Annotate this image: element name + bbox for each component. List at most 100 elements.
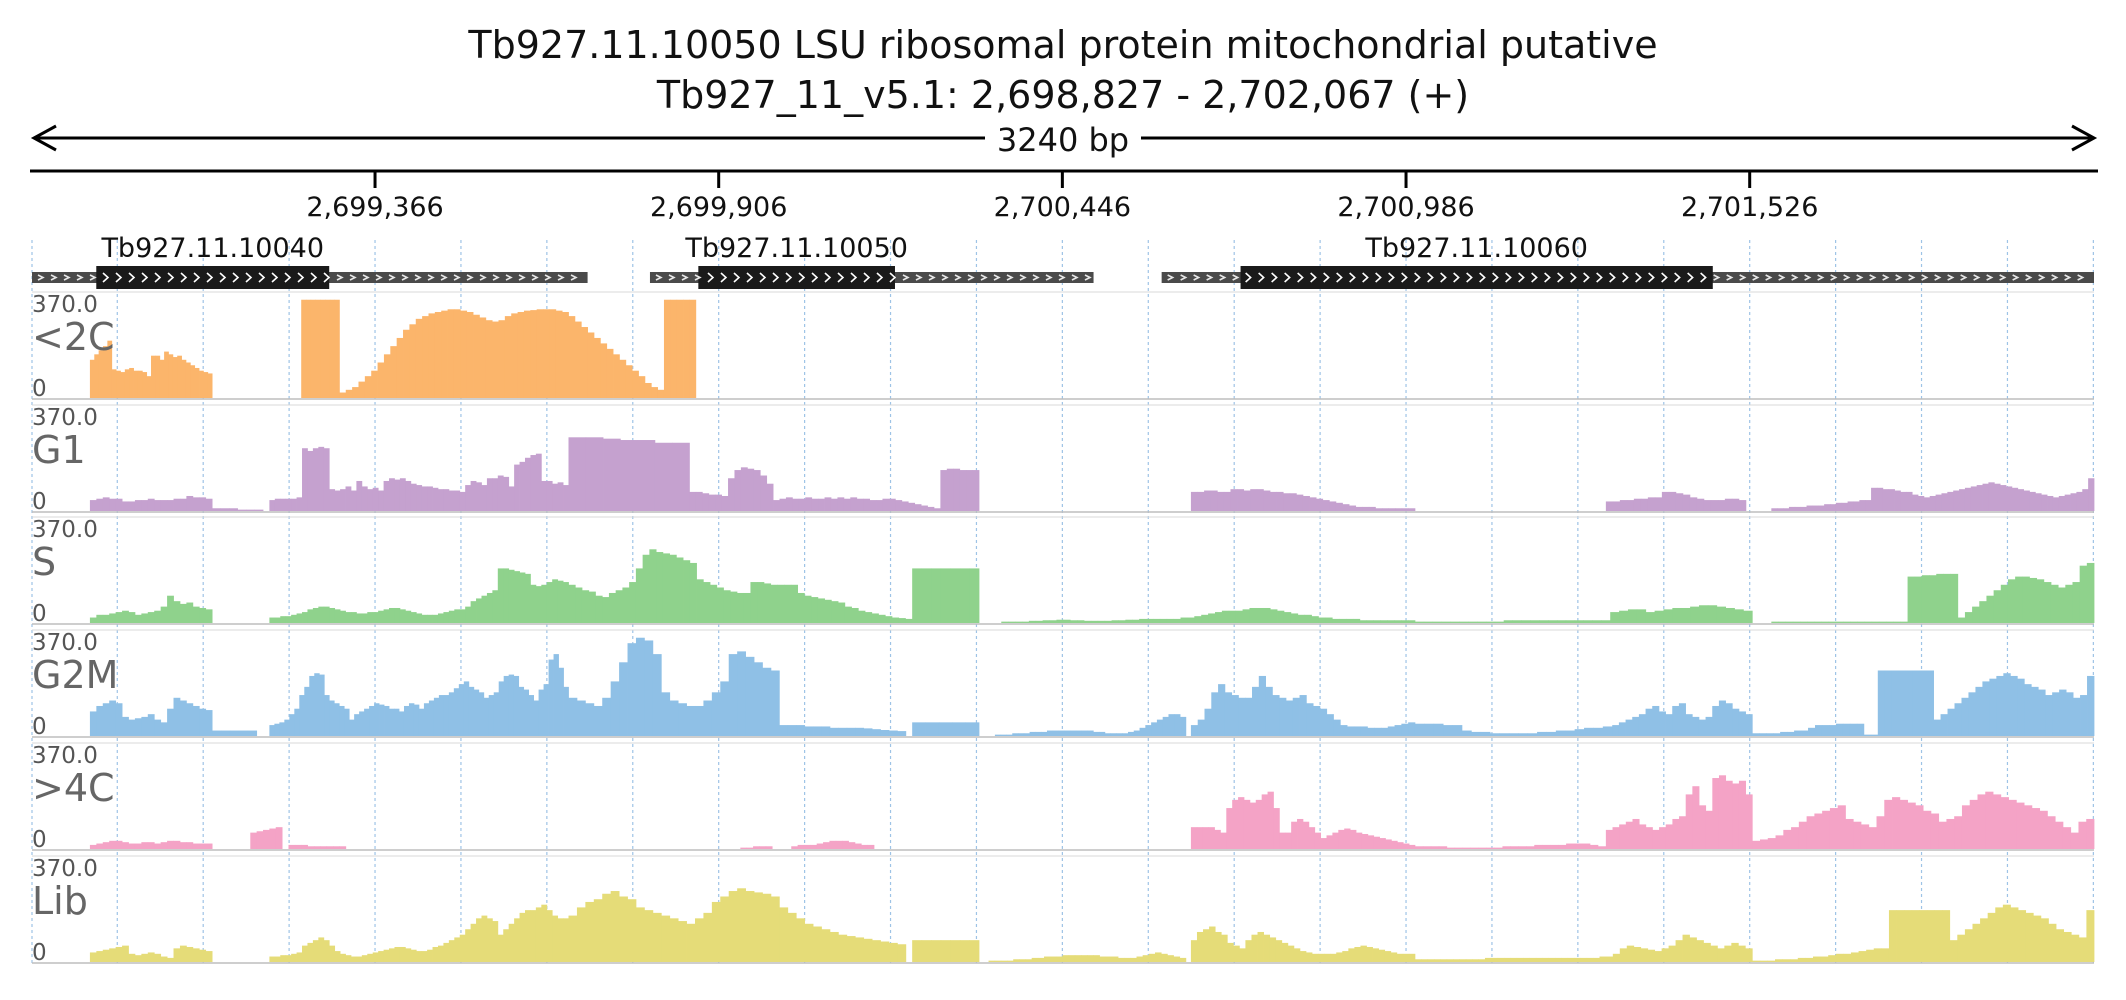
coverage-bar <box>1263 490 1271 511</box>
coverage-bar <box>1090 620 1099 623</box>
strand-chevron-icon <box>928 274 936 281</box>
coverage-bar <box>2088 478 2095 511</box>
coverage-bar <box>205 498 213 511</box>
coverage-bar <box>1401 620 1409 623</box>
coverage-bar <box>1326 835 1333 849</box>
coverage-bar <box>356 956 363 962</box>
coverage-bar <box>1847 501 1854 511</box>
strand-chevron-icon <box>1817 274 1825 281</box>
coverage-bar <box>703 912 713 962</box>
coverage-bar <box>637 440 656 511</box>
coverage-bar <box>1738 711 1746 736</box>
coverage-bar <box>304 686 310 736</box>
strand-chevron-icon <box>1427 272 1434 283</box>
coverage-bar <box>179 498 187 511</box>
coverage-bar <box>1731 498 1740 511</box>
coverage-bar <box>1179 957 1187 962</box>
track-ymin-label: 0 <box>32 601 47 627</box>
coverage-bar <box>405 948 412 962</box>
coverage-bar <box>817 598 825 623</box>
coverage-bar <box>1291 821 1298 849</box>
coverage-bar <box>313 846 321 849</box>
coverage-bar <box>1982 681 1990 736</box>
coverage-bar <box>1070 730 1077 736</box>
strand-chevron-icon <box>1180 274 1188 281</box>
coverage-bar <box>588 591 596 623</box>
coverage-bar <box>498 320 506 398</box>
coverage-bar <box>377 362 385 398</box>
coverage-bar <box>275 827 283 849</box>
coverage-bar <box>576 907 586 962</box>
coverage-bar <box>528 695 535 736</box>
coverage-bar <box>1574 620 1584 623</box>
coverage-bar <box>1344 828 1351 849</box>
coverage-bar <box>1401 508 1409 511</box>
coverage-bar <box>448 490 455 511</box>
coverage-bar <box>1359 620 1368 623</box>
coverage-bar <box>333 846 340 849</box>
coverage-bar <box>1342 951 1349 962</box>
coverage-bar <box>1333 719 1341 736</box>
ruler-tick-label: 2,699,906 <box>650 192 787 223</box>
coverage-bar <box>1574 957 1581 962</box>
span-label: 3240 bp <box>997 121 1129 159</box>
coverage-bar <box>804 726 814 736</box>
coverage-bar <box>846 727 856 736</box>
coverage-bar <box>498 681 505 736</box>
coverage-bar <box>710 584 718 623</box>
coverage-bar <box>291 614 297 623</box>
coverage-bar <box>2041 494 2048 511</box>
strand-chevron-icon <box>544 274 552 281</box>
coverage-bar <box>1633 946 1642 962</box>
coverage-bar <box>1257 931 1264 962</box>
coverage-bar <box>307 942 314 962</box>
coverage-bar <box>872 729 881 736</box>
coverage-bar <box>289 714 295 736</box>
coverage-bar <box>850 497 858 511</box>
coverage-bar <box>888 730 898 736</box>
coverage-bar <box>352 387 359 398</box>
strand-chevron-icon <box>1674 272 1681 283</box>
coverage-bar <box>994 960 1002 962</box>
coverage-bar <box>1835 502 1843 511</box>
coverage-bar <box>285 616 292 623</box>
coverage-bar <box>122 610 129 623</box>
coverage-bar <box>458 684 465 736</box>
coverage-bar <box>421 614 428 623</box>
coverage-bar <box>914 504 922 511</box>
coverage-bar <box>1190 940 1198 962</box>
coverage-bar <box>1477 621 1487 623</box>
strand-chevron-icon <box>323 272 331 283</box>
coverage-bar <box>155 355 161 398</box>
gene-cds-bar <box>1240 266 1713 289</box>
coverage-bar <box>1565 730 1576 736</box>
coverage-bar <box>585 437 604 511</box>
coverage-bar <box>1008 621 1016 623</box>
strand-chevron-icon <box>941 274 949 281</box>
coverage-bar <box>1633 498 1642 511</box>
coverage-bar <box>128 612 136 623</box>
coverage-bar <box>329 607 336 623</box>
coverage-bar <box>323 448 330 511</box>
coverage-bar <box>1975 686 1983 736</box>
coverage-bar <box>1822 810 1831 849</box>
coverage-bar <box>1132 619 1140 623</box>
coverage-bar <box>1297 614 1306 623</box>
coverage-bar <box>301 299 307 398</box>
coverage-bar <box>1414 621 1425 623</box>
coverage-bar <box>1490 733 1500 736</box>
coverage-bar <box>246 509 255 511</box>
strand-chevron-icon <box>1713 274 1721 281</box>
coverage-bar <box>1542 844 1551 849</box>
strand-chevron-icon <box>1232 274 1240 281</box>
strand-chevron-icon <box>1661 272 1668 283</box>
coverage-bar <box>107 340 113 398</box>
coverage-bar <box>1759 960 1768 962</box>
coverage-bar <box>1285 832 1292 849</box>
coverage-bar <box>1459 621 1469 623</box>
coverage-bar <box>1926 910 1935 962</box>
coverage-bar <box>1194 616 1202 623</box>
coverage-bar <box>563 485 569 511</box>
strand-chevron-icon <box>694 274 702 281</box>
coverage-bar <box>1787 731 1795 736</box>
